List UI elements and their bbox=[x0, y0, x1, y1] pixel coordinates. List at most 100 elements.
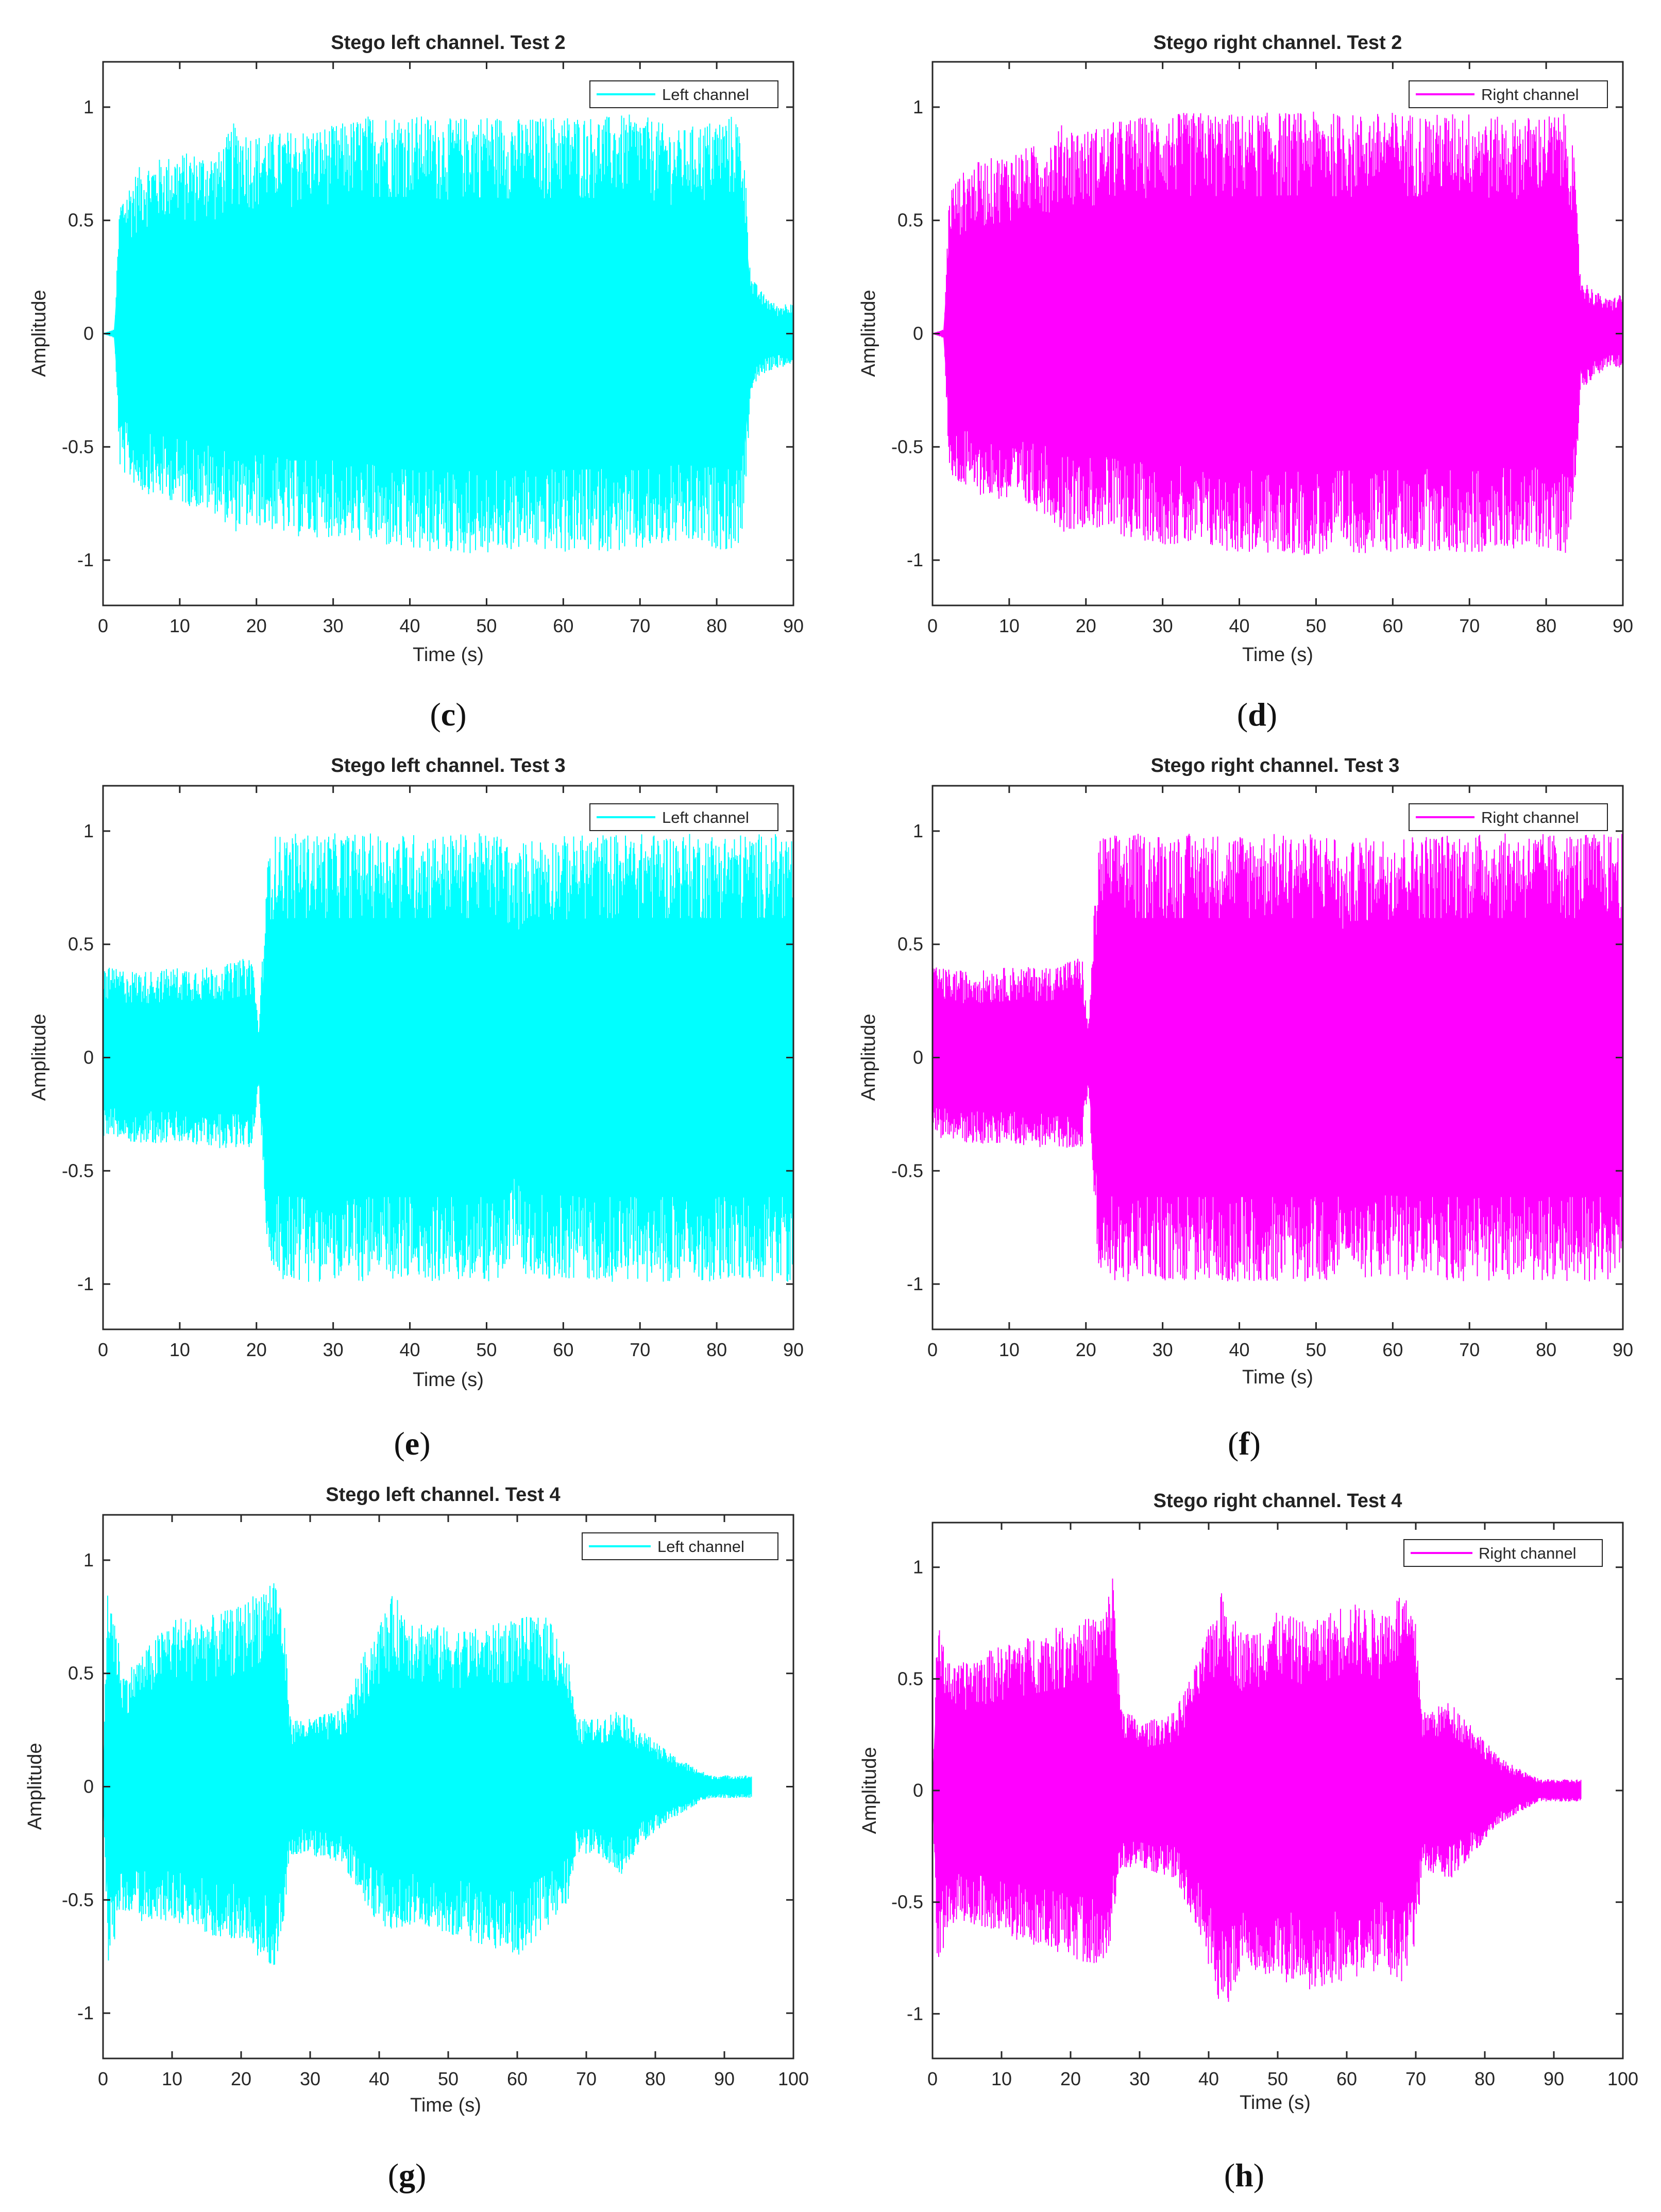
x-tick-label: 30 bbox=[323, 615, 344, 636]
x-ticks: 0 10 20 30 40 50 60 70 80 90 100 bbox=[927, 1523, 1638, 2089]
panel-caption-letter: d bbox=[1248, 696, 1266, 733]
legend-label: Left channel bbox=[662, 86, 749, 104]
waveform-spikes bbox=[933, 1578, 1582, 2002]
legend: Left channel bbox=[589, 80, 778, 108]
x-tick-label: 40 bbox=[369, 2068, 389, 2089]
x-tick-label: 90 bbox=[714, 2068, 735, 2089]
x-tick-label: 70 bbox=[630, 615, 650, 636]
x-axis-label: Time (s) bbox=[413, 644, 484, 666]
y-tick-label: -0.5 bbox=[62, 1889, 94, 1910]
y-axis-label: Amplitude bbox=[28, 290, 50, 377]
x-tick-label: 90 bbox=[1544, 2068, 1564, 2089]
panel-caption: (d) bbox=[1237, 696, 1277, 733]
waveform-spikes bbox=[932, 833, 1623, 1282]
x-tick-label: 50 bbox=[1267, 2068, 1288, 2089]
x-tick-label: 10 bbox=[999, 615, 1020, 636]
x-tick-label: 0 bbox=[927, 615, 938, 636]
y-ticks: -1 -0.5 0 0.5 1 bbox=[62, 820, 793, 1294]
waveform-spikes bbox=[103, 833, 794, 1282]
x-tick-label: 50 bbox=[1306, 615, 1326, 636]
y-tick-label: -1 bbox=[77, 1273, 94, 1294]
chart-title: Stego left channel. Test 3 bbox=[331, 755, 565, 776]
x-tick-label: 0 bbox=[927, 2068, 938, 2089]
waveform-spikes bbox=[103, 1583, 752, 1965]
y-axis-label: Amplitude bbox=[859, 1747, 880, 1834]
legend-box bbox=[1403, 1539, 1603, 1567]
legend-label: Right channel bbox=[1479, 1544, 1577, 1562]
x-ticks: 0 10 20 30 40 50 60 70 80 90 bbox=[98, 786, 804, 1360]
legend: Right channel bbox=[1409, 803, 1608, 831]
y-axis-label: Amplitude bbox=[858, 290, 879, 377]
x-axis-label: Time (s) bbox=[410, 2095, 481, 2116]
x-tick-label: 0 bbox=[98, 2068, 108, 2089]
y-ticks: -1 -0.5 0 0.5 1 bbox=[62, 96, 793, 570]
x-axis-label: Time (s) bbox=[413, 1369, 484, 1391]
y-tick-label: -1 bbox=[907, 549, 923, 570]
x-tick-label: 30 bbox=[300, 2068, 320, 2089]
panel-caption: (g) bbox=[388, 2157, 427, 2193]
x-axis-label: Time (s) bbox=[1242, 644, 1313, 666]
series-layer bbox=[932, 111, 1623, 555]
y-tick-label: 0 bbox=[83, 1776, 94, 1797]
panel-d: Stego right channel. Test 2 -1-0.500.51 … bbox=[858, 32, 1633, 733]
y-tick-label: -1 bbox=[77, 2002, 94, 2023]
x-tick-label: 20 bbox=[1076, 615, 1096, 636]
y-tick-label: -0.5 bbox=[62, 1160, 94, 1181]
panel-caption-letter: f bbox=[1239, 1425, 1250, 1462]
y-axis-label: Amplitude bbox=[28, 1014, 50, 1101]
panel-g: Stego left channel. Test 4 -1 -0.5 0 0.5 1 0… bbox=[24, 1484, 809, 2193]
x-tick-label: 60 bbox=[1382, 615, 1403, 636]
x-tick-label: 40 bbox=[1229, 1339, 1250, 1360]
x-tick-label: 70 bbox=[630, 1339, 650, 1360]
series-layer bbox=[103, 114, 794, 553]
x-tick-label: 40 bbox=[400, 1339, 420, 1360]
x-ticks: 0 10 20 30 40 50 60 70 80 90 bbox=[927, 62, 1633, 636]
x-tick-label: 50 bbox=[438, 2068, 459, 2089]
waveform-spikes bbox=[103, 114, 794, 553]
x-tick-label: 30 bbox=[323, 1339, 344, 1360]
x-tick-label: 50 bbox=[1306, 1339, 1326, 1360]
y-tick-label: 1 bbox=[83, 1549, 94, 1571]
x-tick-label: 20 bbox=[1076, 1339, 1096, 1360]
x-tick-label: 0 bbox=[927, 1339, 938, 1360]
panel-caption: (c) bbox=[430, 696, 466, 733]
x-tick-label: 50 bbox=[476, 615, 497, 636]
panel-caption: (e) bbox=[394, 1425, 430, 1462]
x-tick-label: 10 bbox=[162, 2068, 182, 2089]
y-tick-label: 1 bbox=[913, 96, 923, 117]
y-tick-label: 1 bbox=[83, 820, 94, 841]
panel-caption-letter: g bbox=[399, 2157, 415, 2193]
series-layer bbox=[102, 1583, 752, 1965]
panel-caption-letter: c bbox=[441, 696, 455, 733]
x-tick-label: 90 bbox=[1613, 615, 1633, 636]
x-tick-label: 70 bbox=[1459, 615, 1480, 636]
y-tick-label: -1 bbox=[907, 2003, 923, 2024]
x-tick-label: 40 bbox=[1198, 2068, 1219, 2089]
legend: Right channel bbox=[1409, 80, 1608, 108]
y-ticks: -1 -0.5 0 0.5 1 bbox=[891, 1557, 1623, 2024]
x-tick-label: 70 bbox=[576, 2068, 597, 2089]
y-ticks: -1 -0.5 0 0.5 1 bbox=[62, 1549, 793, 2023]
x-tick-label: 70 bbox=[1405, 2068, 1426, 2089]
x-tick-label: 0 bbox=[98, 1339, 108, 1360]
x-tick-label: 60 bbox=[507, 2068, 528, 2089]
chart-title: Stego left channel. Test 2 bbox=[331, 32, 565, 54]
x-tick-label: 60 bbox=[1382, 1339, 1403, 1360]
y-tick-label: 1 bbox=[913, 820, 923, 841]
x-tick-label: 80 bbox=[1536, 1339, 1556, 1360]
y-ticks: -1 -0.5 0 0.5 1 bbox=[891, 820, 1623, 1294]
x-tick-label: 70 bbox=[1459, 1339, 1480, 1360]
chart-title: Stego right channel. Test 2 bbox=[1154, 32, 1402, 54]
x-tick-label: 10 bbox=[991, 2068, 1012, 2089]
y-tick-label: 0.5 bbox=[68, 210, 94, 231]
y-tick-label: -1 bbox=[77, 549, 94, 570]
y-tick-label: -0.5 bbox=[891, 1892, 923, 1913]
y-tick-label: 0.5 bbox=[897, 210, 923, 231]
x-ticks: 0 10 20 30 40 50 60 70 80 90 100 bbox=[98, 1515, 809, 2089]
legend-label: Left channel bbox=[662, 808, 749, 826]
legend-label: Right channel bbox=[1481, 808, 1579, 826]
x-tick-label: 20 bbox=[246, 1339, 267, 1360]
y-ticks: -1 -0.5 0 0.5 1 bbox=[891, 96, 1623, 570]
x-tick-label: 80 bbox=[1536, 615, 1556, 636]
